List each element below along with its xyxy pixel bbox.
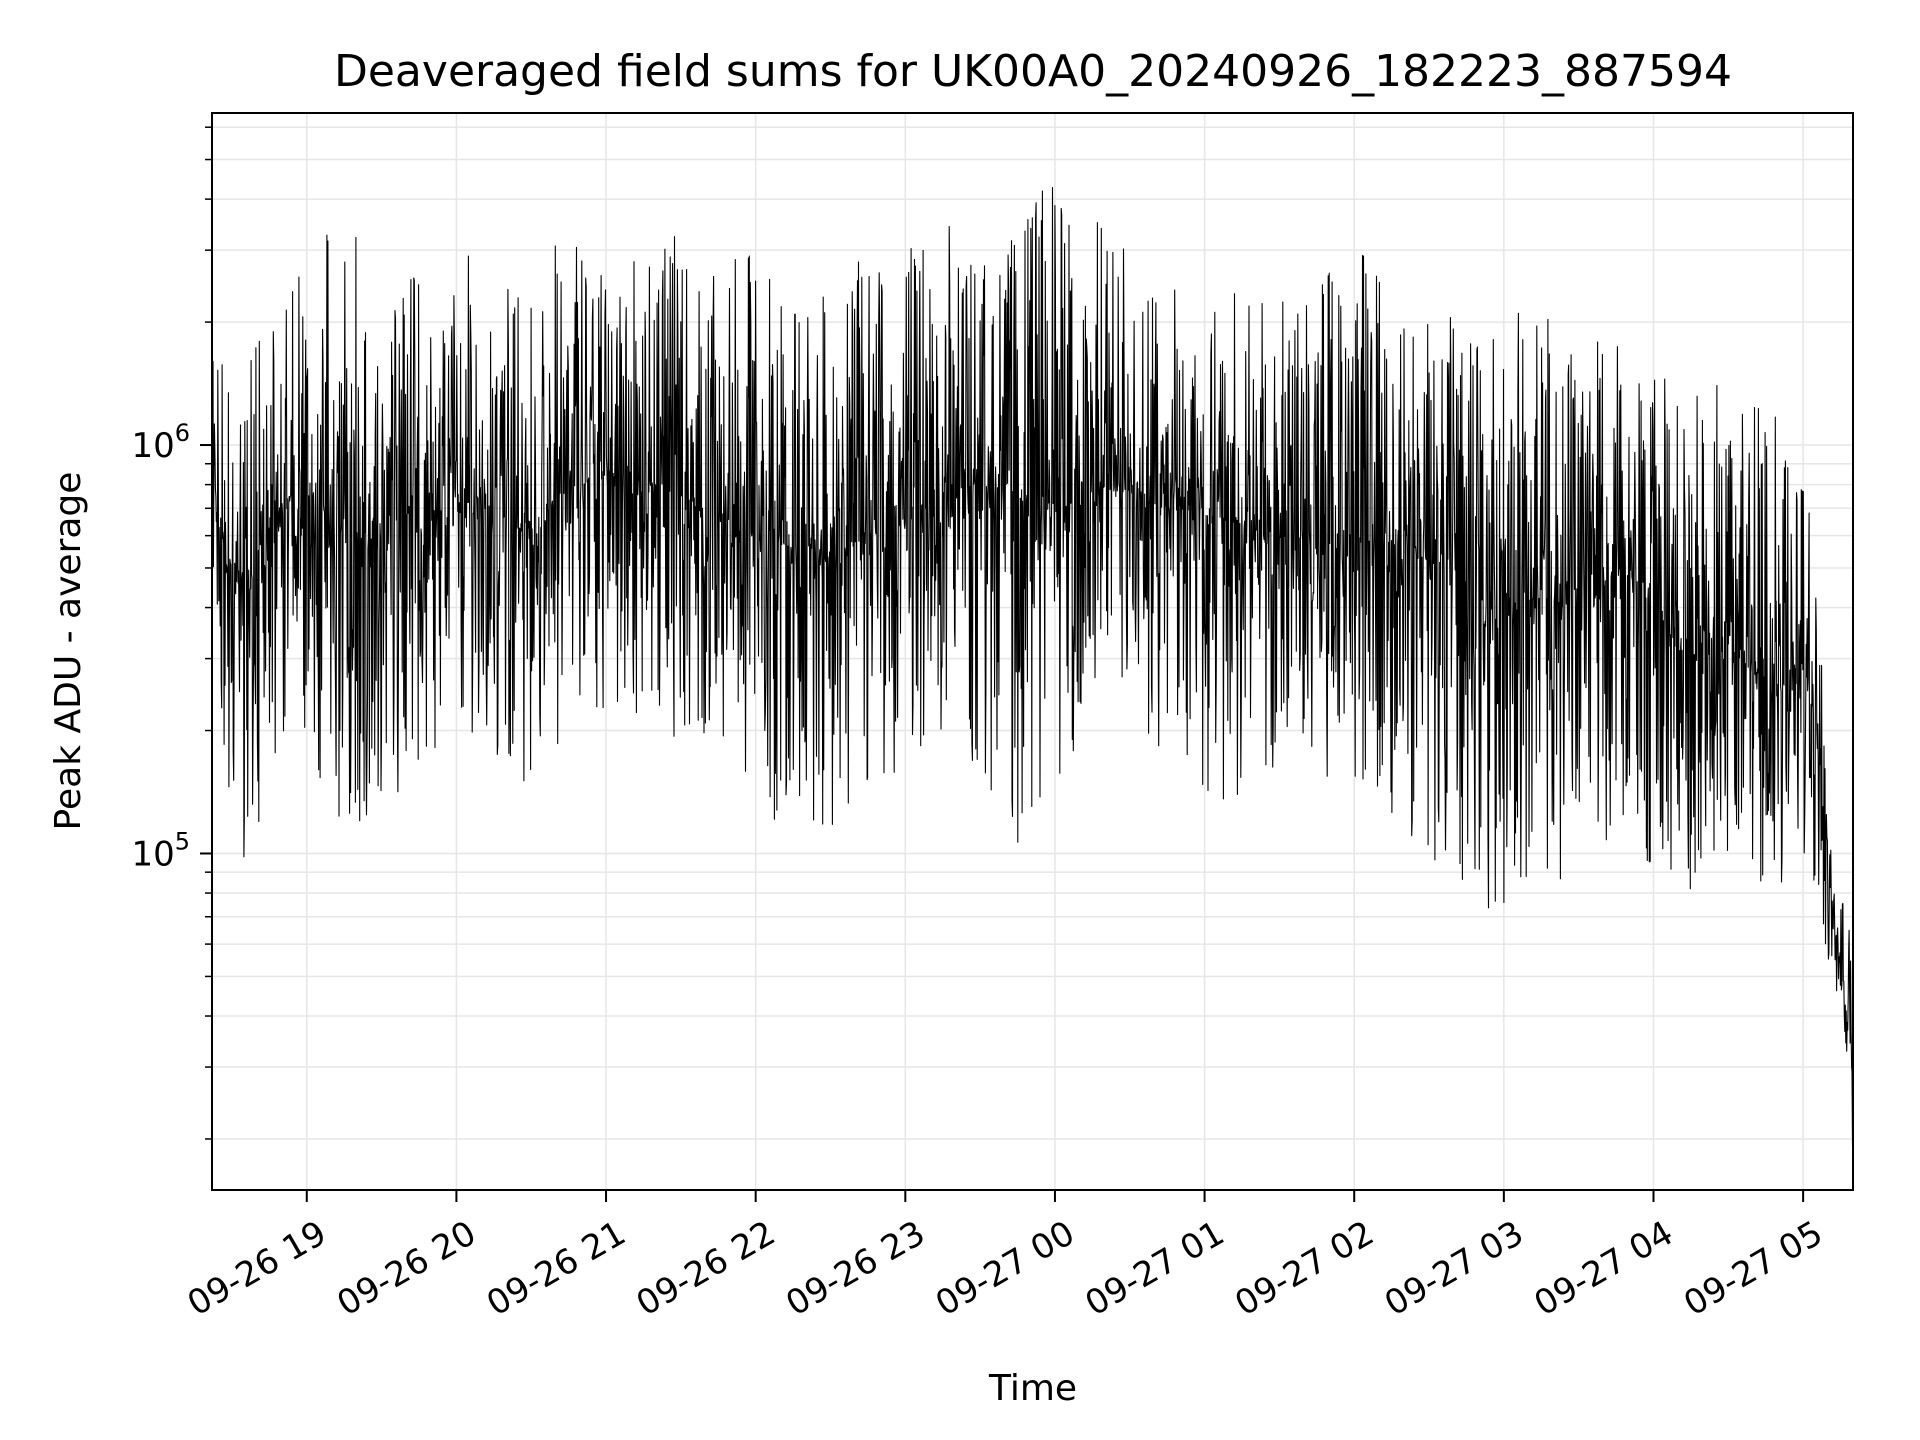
line-layer (211, 186, 1854, 1147)
y-axis-title: Peak ADU - average (48, 472, 89, 831)
y-tick-base: 10 (131, 426, 174, 466)
series-line (211, 186, 1854, 1147)
y-tick-label: 105 (131, 827, 190, 874)
y-tick-label: 106 (131, 419, 190, 466)
y-tick-exponent: 5 (175, 827, 190, 855)
plot-frame (211, 112, 1854, 1191)
y-tick-base: 10 (131, 834, 174, 874)
x-axis-title: Time (988, 1368, 1077, 1409)
chart-title: Deaveraged field sums for UK00A0_2024092… (334, 46, 1732, 97)
y-tick-exponent: 6 (175, 419, 190, 447)
